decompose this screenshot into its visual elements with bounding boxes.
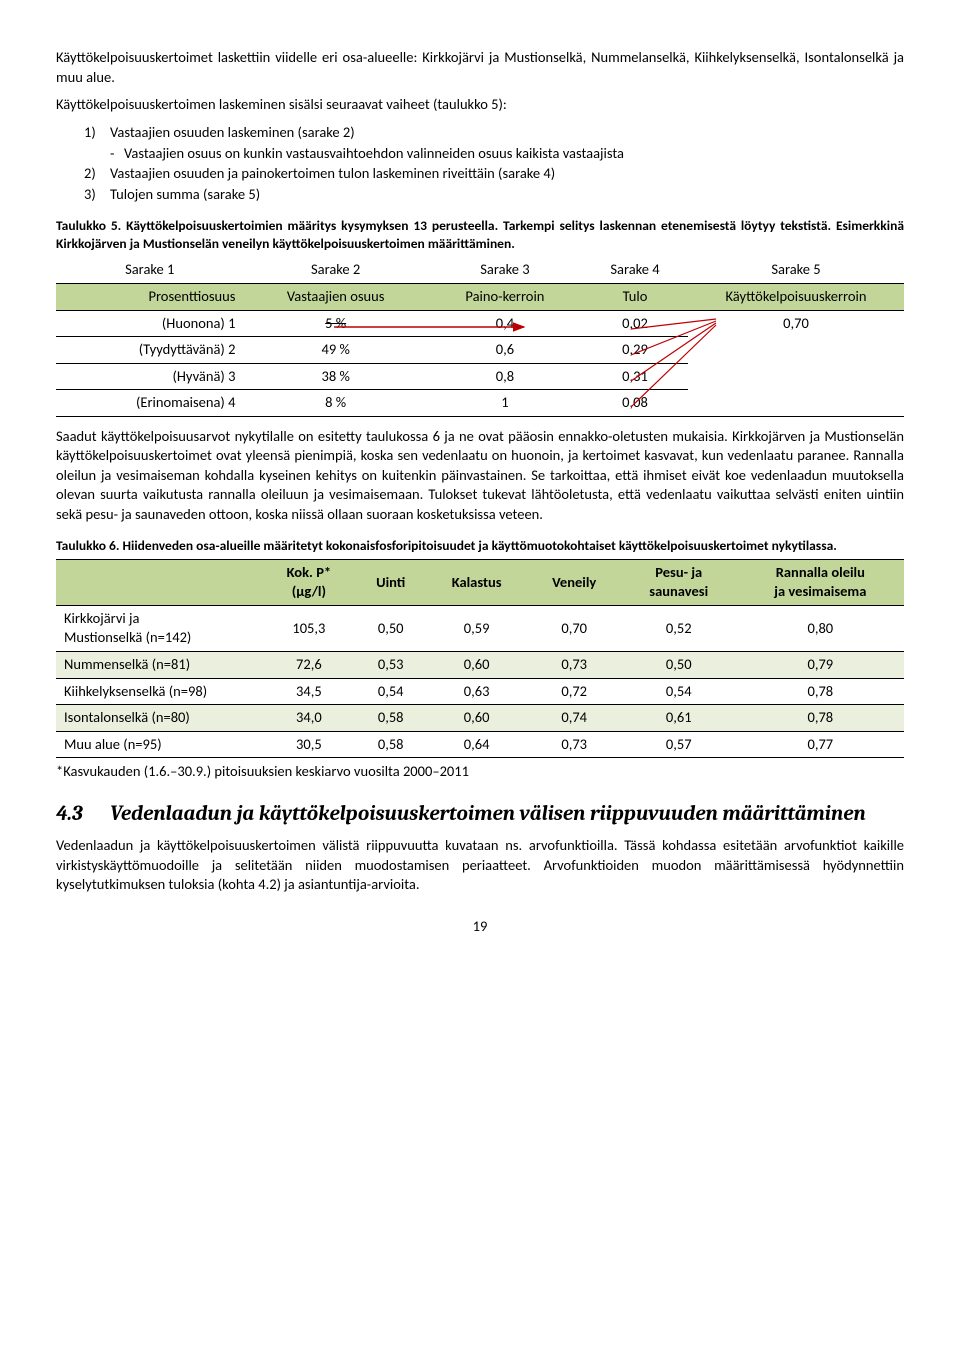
data-cell: 0,54 <box>356 678 426 705</box>
th <box>56 559 262 605</box>
data-cell: 0,60 <box>426 652 528 679</box>
th: Uinti <box>356 559 426 605</box>
steps-list: 1)Vastaajien osuuden laskeminen (sarake … <box>84 123 904 205</box>
label-cell: Vastaajien osuus <box>243 283 427 310</box>
th: Kok. P*(µg/l) <box>262 559 356 605</box>
page-number: 19 <box>56 917 904 937</box>
data-cell: 0,29 <box>582 337 688 364</box>
data-cell: 0,53 <box>356 652 426 679</box>
section-title: Vedenlaadun ja käyttökelpoisuuskertoimen… <box>110 800 866 828</box>
data-cell: 0,6 <box>428 337 582 364</box>
data-cell: 0,57 <box>621 731 737 758</box>
result-cell: 0,70 <box>688 310 904 416</box>
th: Veneily <box>528 559 621 605</box>
label-cell: Käyttökelpoisuuskerroin <box>688 283 904 310</box>
data-cell: 0,74 <box>528 705 621 732</box>
list-number: 1) <box>84 123 110 143</box>
data-cell: 0,63 <box>426 678 528 705</box>
dash-icon: - <box>110 144 124 164</box>
table5: Sarake 1 Sarake 2 Sarake 3 Sarake 4 Sara… <box>56 257 904 416</box>
table6-footnote: *Kasvukauden (1.6.–30.9.) pitoisuuksien … <box>56 762 904 782</box>
col-header: Sarake 3 <box>428 257 582 283</box>
data-cell: 0,78 <box>737 705 904 732</box>
mid-paragraph: Saadut käyttökelpoisuusarvot nykytilalle… <box>56 427 904 525</box>
data-cell: 0,50 <box>356 605 426 651</box>
data-cell: 0,08 <box>582 390 688 417</box>
data-cell: 38 % <box>243 363 427 390</box>
col-header: Sarake 4 <box>582 257 688 283</box>
data-cell: 0,70 <box>528 605 621 651</box>
data-cell: 8 % <box>243 390 427 417</box>
section-heading: 4.3 Vedenlaadun ja käyttökelpoisuuskerto… <box>56 800 904 828</box>
th: Rannalla oleiluja vesimaisema <box>737 559 904 605</box>
label-cell: Prosenttiosuus <box>56 283 243 310</box>
data-cell: 0,59 <box>426 605 528 651</box>
data-cell: 0,58 <box>356 731 426 758</box>
data-cell: 49 % <box>243 337 427 364</box>
data-cell: 0,60 <box>426 705 528 732</box>
data-cell: 0,79 <box>737 652 904 679</box>
section-number: 4.3 <box>56 800 110 828</box>
col-header: Sarake 2 <box>243 257 427 283</box>
data-cell: (Tyydyttävänä) 2 <box>56 337 243 364</box>
data-cell: 0,31 <box>582 363 688 390</box>
col-header: Sarake 5 <box>688 257 904 283</box>
data-cell: 0,58 <box>356 705 426 732</box>
table6: Kok. P*(µg/l) Uinti Kalastus Veneily Pes… <box>56 559 904 759</box>
table5-wrap: Sarake 1 Sarake 2 Sarake 3 Sarake 4 Sara… <box>56 257 904 416</box>
data-cell: 0,61 <box>621 705 737 732</box>
label-cell: Paino-kerroin <box>428 283 582 310</box>
data-cell: 0,4 <box>428 310 582 337</box>
data-cell: 0,8 <box>428 363 582 390</box>
data-cell: 30,5 <box>262 731 356 758</box>
row-label: Nummenselkä (n=81) <box>56 652 262 679</box>
steps-intro: Käyttökelpoisuuskertoimen laskeminen sis… <box>56 95 904 115</box>
data-cell: (Huonona) 1 <box>56 310 243 337</box>
data-cell: 0,72 <box>528 678 621 705</box>
data-cell: 0,73 <box>528 652 621 679</box>
data-cell: 34,0 <box>262 705 356 732</box>
list-number: 2) <box>84 164 110 184</box>
row-label: Isontalonselkä (n=80) <box>56 705 262 732</box>
data-cell: 0,73 <box>528 731 621 758</box>
list-number: 3) <box>84 185 110 205</box>
col-header: Sarake 1 <box>56 257 243 283</box>
table6-caption: Taulukko 6. Hiidenveden osa-alueille mää… <box>56 537 904 555</box>
data-cell: 0,80 <box>737 605 904 651</box>
step-text: Vastaajien osuuden ja painokertoimen tul… <box>110 164 555 184</box>
data-cell: (Erinomaisena) 4 <box>56 390 243 417</box>
row-label: Muu alue (n=95) <box>56 731 262 758</box>
data-cell: 0,52 <box>621 605 737 651</box>
th: Pesu- jasaunavesi <box>621 559 737 605</box>
step-subtext: Vastaajien osuus on kunkin vastausvaihto… <box>124 144 624 164</box>
row-label: Kirkkojärvi jaMustionselkä (n=142) <box>56 605 262 651</box>
data-cell: 0,50 <box>621 652 737 679</box>
data-cell: 0,02 <box>582 310 688 337</box>
data-cell: (Hyvänä) 3 <box>56 363 243 390</box>
label-cell: Tulo <box>582 283 688 310</box>
intro-paragraph: Käyttökelpoisuuskertoimet laskettiin vii… <box>56 48 904 87</box>
table5-caption: Taulukko 5. Käyttökelpoisuuskertoimien m… <box>56 217 904 253</box>
data-cell: 0,78 <box>737 678 904 705</box>
final-paragraph: Vedenlaadun ja käyttökelpoisuuskertoimen… <box>56 836 904 895</box>
row-label: Kiihkelyksenselkä (n=98) <box>56 678 262 705</box>
data-cell: 5 % <box>243 310 427 337</box>
step-text: Vastaajien osuuden laskeminen (sarake 2) <box>110 123 355 143</box>
data-cell: 1 <box>428 390 582 417</box>
data-cell: 34,5 <box>262 678 356 705</box>
step-text: Tulojen summa (sarake 5) <box>110 185 260 205</box>
data-cell: 0,77 <box>737 731 904 758</box>
data-cell: 0,64 <box>426 731 528 758</box>
data-cell: 0,54 <box>621 678 737 705</box>
data-cell: 105,3 <box>262 605 356 651</box>
th: Kalastus <box>426 559 528 605</box>
data-cell: 72,6 <box>262 652 356 679</box>
